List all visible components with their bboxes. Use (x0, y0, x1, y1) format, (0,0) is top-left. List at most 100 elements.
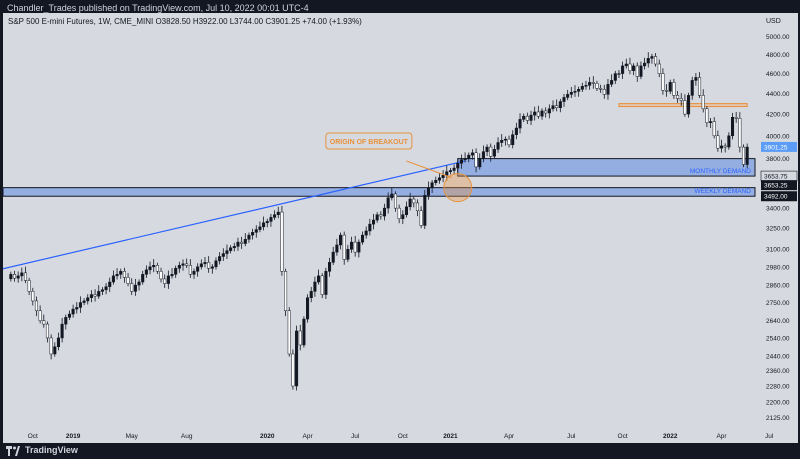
candle-body[interactable] (709, 121, 713, 123)
candle-body[interactable] (741, 146, 746, 165)
candle-body[interactable] (580, 86, 584, 90)
candle-body[interactable] (566, 94, 570, 98)
candle-body[interactable] (478, 158, 482, 168)
candle-body[interactable] (610, 80, 614, 85)
candle-body[interactable] (401, 214, 405, 219)
candle-body[interactable] (199, 263, 203, 268)
candle-body[interactable] (53, 346, 57, 355)
candle-body[interactable] (496, 142, 500, 150)
candle-body[interactable] (551, 105, 555, 110)
candle-body[interactable] (547, 108, 551, 114)
candle-body[interactable] (665, 90, 669, 92)
candle-body[interactable] (676, 95, 680, 99)
candle-body[interactable] (463, 158, 467, 161)
candle-body[interactable] (555, 105, 559, 109)
candle-body[interactable] (159, 271, 163, 280)
candle-body[interactable] (705, 108, 709, 123)
candle-body[interactable] (679, 98, 683, 101)
candle-body[interactable] (273, 214, 277, 218)
candle-body[interactable] (701, 95, 705, 110)
candle-body[interactable] (34, 300, 39, 311)
demand-zone[interactable] (3, 187, 756, 197)
candle-body[interactable] (624, 63, 628, 67)
candle-body[interactable] (661, 73, 665, 91)
candle-body[interactable] (540, 110, 544, 117)
candle-body[interactable] (529, 114, 533, 121)
candle-body[interactable] (86, 297, 90, 302)
candle-body[interactable] (100, 289, 104, 292)
candle-body[interactable] (727, 135, 731, 148)
candle-body[interactable] (500, 140, 504, 143)
candle-body[interactable] (595, 83, 599, 89)
candle-body[interactable] (170, 274, 174, 277)
candle-body[interactable] (503, 138, 507, 141)
candle-body[interactable] (353, 241, 357, 253)
candle-body[interactable] (16, 275, 20, 279)
candle-body[interactable] (67, 313, 71, 318)
candle-body[interactable] (470, 152, 474, 156)
chart-area[interactable]: MONTHLY DEMAND WEEKLY DEMAND ORIGIN OF BRE… (3, 13, 798, 443)
candle-body[interactable] (89, 294, 93, 298)
candle-body[interactable] (544, 110, 548, 114)
candle-body[interactable] (687, 95, 691, 115)
candle-body[interactable] (218, 256, 222, 262)
candle-body[interactable] (558, 101, 562, 109)
candle-body[interactable] (412, 198, 416, 204)
candle-body[interactable] (434, 179, 438, 183)
candle-body[interactable] (262, 222, 266, 228)
candle-body[interactable] (335, 244, 339, 253)
candle-body[interactable] (97, 291, 101, 297)
candle-body[interactable] (683, 100, 687, 115)
candle-body[interactable] (415, 202, 419, 211)
candle-body[interactable] (511, 134, 515, 146)
breakout-callout-box[interactable] (325, 132, 413, 150)
candle-body[interactable] (386, 197, 390, 209)
candle-body[interactable] (324, 271, 328, 295)
candle-body[interactable] (166, 275, 170, 284)
candle-body[interactable] (221, 253, 225, 257)
breakout-circle[interactable] (443, 173, 473, 203)
candle-body[interactable] (368, 223, 372, 232)
candle-body[interactable] (360, 234, 365, 243)
candle-body[interactable] (591, 82, 595, 84)
candle-body[interactable] (404, 206, 409, 215)
candle-body[interactable] (364, 230, 368, 236)
candle-body[interactable] (181, 263, 185, 266)
candle-body[interactable] (599, 88, 603, 90)
candle-body[interactable] (639, 65, 643, 77)
candle-body[interactable] (155, 265, 159, 272)
candle-body[interactable] (617, 73, 621, 75)
candlestick-chart[interactable]: MONTHLY DEMAND WEEKLY DEMAND ORIGIN OF BRE… (3, 13, 798, 443)
candle-body[interactable] (45, 323, 49, 339)
candle-body[interactable] (247, 234, 251, 240)
candle-body[interactable] (694, 77, 698, 81)
candle-body[interactable] (738, 118, 742, 148)
candle-body[interactable] (306, 297, 310, 320)
candle-body[interactable] (177, 265, 181, 269)
candle-body[interactable] (49, 337, 53, 355)
candle-body[interactable] (60, 323, 64, 339)
candle-body[interactable] (236, 241, 240, 247)
candle-body[interactable] (122, 271, 126, 278)
candle-body[interactable] (254, 229, 258, 233)
candle-body[interactable] (445, 171, 449, 176)
candle-body[interactable] (346, 248, 350, 260)
candle-body[interactable] (207, 262, 211, 269)
candle-body[interactable] (27, 280, 31, 292)
candle-body[interactable] (75, 307, 79, 310)
candle-body[interactable] (163, 278, 167, 284)
candle-body[interactable] (448, 170, 452, 172)
candle-body[interactable] (174, 268, 178, 275)
candle-body[interactable] (485, 146, 489, 152)
candle-body[interactable] (71, 308, 75, 315)
trendline[interactable] (3, 160, 466, 270)
candle-body[interactable] (269, 217, 273, 222)
candle-body[interactable] (152, 265, 156, 268)
candle-body[interactable] (349, 241, 354, 250)
candle-body[interactable] (492, 149, 496, 157)
candle-body[interactable] (210, 266, 214, 269)
candle-body[interactable] (188, 265, 192, 275)
candle-body[interactable] (393, 193, 398, 209)
candle-body[interactable] (133, 284, 137, 292)
candle-body[interactable] (522, 115, 526, 120)
